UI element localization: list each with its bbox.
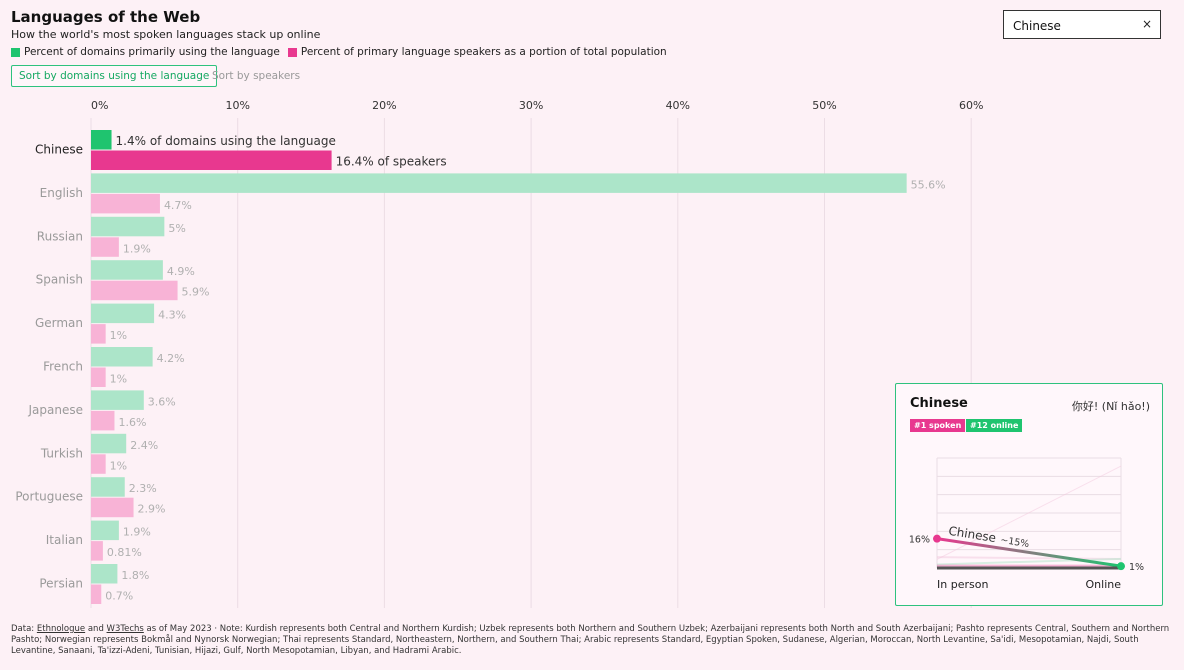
footer-and: and [85, 624, 107, 634]
value-label-speakers: 1% [110, 459, 127, 472]
sort-by-domains-button[interactable]: Sort by domains using the language [11, 65, 218, 87]
page-subtitle: How the world's most spoken languages st… [11, 28, 321, 41]
legend-item-speakers: Percent of primary language speakers as … [287, 46, 667, 58]
category-label: Chinese [35, 143, 83, 157]
bar-domains [91, 216, 165, 237]
bar-domains [91, 520, 119, 541]
bar-speakers [91, 541, 103, 561]
detail-card: Chinese 你好! (Nǐ hǎo!) #1 spoken #12 onli… [895, 383, 1163, 606]
category-label: Russian [37, 229, 83, 243]
slope-line-highlight [936, 537, 1122, 568]
value-label-domains: 4.9% [167, 265, 195, 278]
bar-speakers [91, 150, 332, 170]
online-rank-badge: #12 online [966, 419, 1023, 432]
value-label-domains: 55.6% [911, 178, 946, 191]
value-label-domains: 5% [168, 222, 185, 235]
legend-label-domains: Percent of domains primarily using the l… [24, 46, 280, 58]
slope-bg-line [936, 556, 1122, 561]
value-label-speakers: 16.4% of speakers [336, 155, 447, 169]
legend-swatch-domains [11, 47, 20, 57]
bar-domains [91, 130, 112, 150]
value-label-domains: 1.4% of domains using the language [116, 134, 336, 148]
value-label-domains: 2.4% [130, 439, 158, 452]
bar-domains [91, 390, 144, 410]
bar-speakers [91, 367, 106, 387]
bar-speakers [91, 584, 102, 604]
category-label: Japanese [28, 403, 84, 417]
value-label-speakers: 5.9% [182, 286, 210, 299]
category-label: Persian [39, 577, 83, 591]
slope-value-in-person: 16% [909, 535, 930, 546]
value-label-domains: 1.9% [123, 526, 151, 539]
footer-note: Data: Ethnologue and W3Techs as of May 2… [11, 624, 1171, 657]
slope-point-in-person [933, 534, 941, 543]
x-tick-label: 0% [91, 99, 108, 112]
bar-domains [91, 347, 153, 367]
value-label-domains: 3.6% [148, 395, 176, 408]
x-tick-label: 50% [812, 99, 836, 112]
page-title: Languages of the Web [11, 8, 201, 26]
value-label-speakers: 1% [110, 373, 127, 386]
category-label: German [35, 316, 83, 330]
bar-speakers [91, 410, 115, 431]
sort-by-speakers-button[interactable]: Sort by speakers [212, 70, 301, 82]
footer-note-text: as of May 2023 · Note: Kurdish represent… [11, 624, 1170, 656]
slope-change-label: ~15% [1000, 535, 1030, 550]
value-label-domains: 2.3% [129, 482, 157, 495]
bar-speakers [91, 237, 119, 257]
legend-label-speakers: Percent of primary language speakers as … [300, 46, 667, 58]
clear-search-icon[interactable]: × [1141, 17, 1152, 31]
detail-card-title: Chinese [910, 396, 968, 411]
slope-value-online: 1% [1129, 562, 1144, 573]
bar-domains [91, 303, 155, 324]
bar-speakers [91, 193, 160, 214]
slope-chart: 16%1%Chinese ~15%In person Online [909, 457, 1144, 591]
slope-x-label-online: Online [1086, 578, 1122, 591]
bar-domains [91, 260, 163, 280]
bar-domains [91, 564, 118, 584]
bar-chart: 0% 10% 20% 30% 40% 50% 60% Chinese 1.4% of domai… [15, 99, 983, 608]
slope-bg-line [936, 557, 1122, 566]
language-search-input[interactable] [1011, 18, 1135, 34]
value-label-domains: 1.8% [121, 569, 149, 582]
bar-speakers [91, 280, 178, 301]
value-label-speakers: 2.9% [138, 503, 166, 516]
bar-speakers [91, 454, 106, 474]
legend-swatch-speakers [287, 47, 297, 57]
detail-card-greeting: 你好! (Nǐ hǎo!) [1071, 400, 1150, 413]
spoken-rank-badge: #1 spoken [910, 419, 966, 432]
x-tick-label: 40% [666, 99, 690, 112]
footer-prefix: Data: [11, 624, 37, 634]
value-label-domains: 4.2% [157, 352, 185, 365]
value-label-domains: 4.3% [158, 309, 186, 322]
category-label: Turkish [40, 446, 83, 460]
x-tick-label: 10% [225, 99, 249, 112]
bar-speakers [91, 324, 106, 344]
bar-domains [91, 433, 127, 454]
bar-domains [91, 173, 907, 193]
bar-domains [91, 477, 125, 497]
bar-speakers [91, 497, 134, 518]
value-label-speakers: 1.6% [118, 416, 146, 429]
x-tick-label: 20% [372, 99, 396, 112]
x-tick-label: 60% [959, 99, 983, 112]
category-label: French [43, 360, 83, 374]
language-search: × [1003, 10, 1161, 39]
slope-x-label-in-person: In person [937, 578, 988, 591]
value-label-speakers: 4.7% [164, 199, 192, 212]
value-label-speakers: 0.7% [105, 590, 133, 603]
slope-point-online [1117, 562, 1125, 571]
legend: Percent of domains primarily using the l… [11, 46, 675, 58]
category-label: Portuguese [15, 490, 83, 504]
value-label-speakers: 1% [110, 329, 127, 342]
source-link-w3techs[interactable]: W3Techs [106, 624, 144, 634]
value-label-speakers: 0.81% [107, 546, 142, 559]
category-label: English [40, 186, 83, 200]
legend-item-domains: Percent of domains primarily using the l… [11, 46, 280, 58]
category-label: Spanish [36, 273, 83, 287]
value-label-speakers: 1.9% [123, 242, 151, 255]
category-label: Italian [46, 533, 83, 547]
source-link-ethnologue[interactable]: Ethnologue [36, 624, 86, 634]
x-tick-label: 30% [519, 99, 543, 112]
